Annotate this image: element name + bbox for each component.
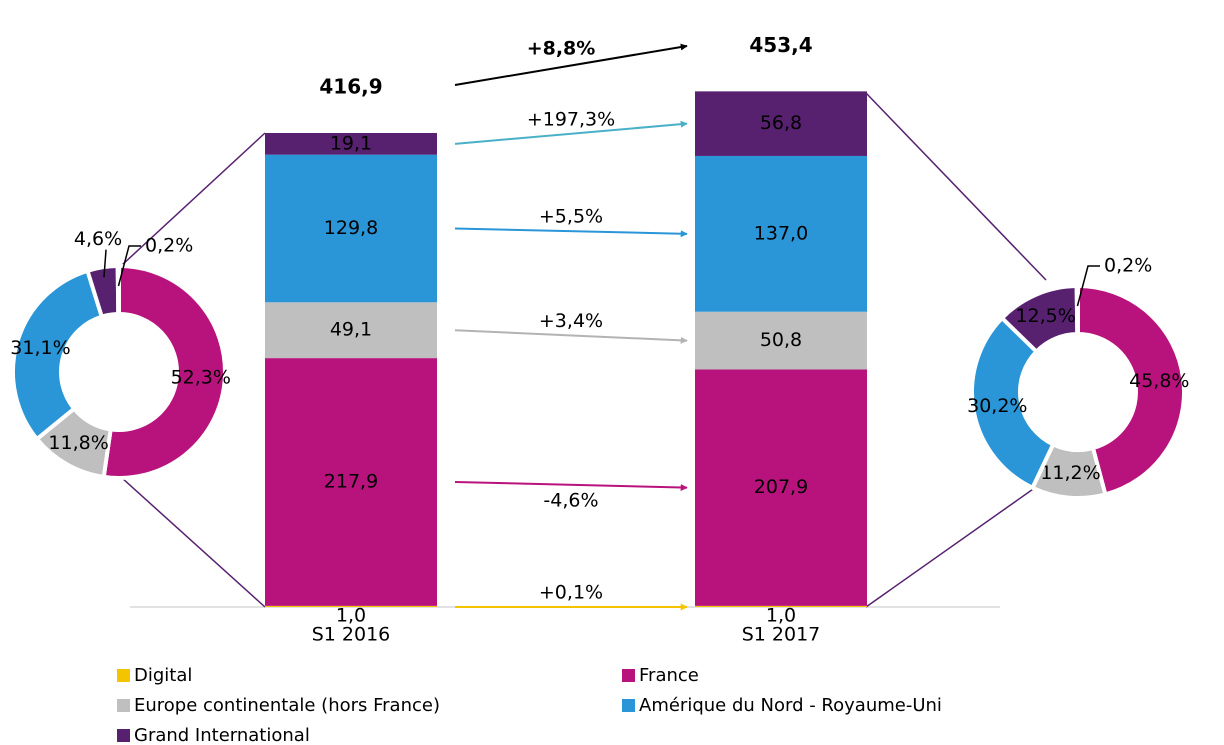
legend-swatch (622, 669, 635, 682)
growth-arrow (454, 480, 688, 492)
growth-label: +5,5% (539, 206, 603, 228)
donut-label: 4,6% (74, 228, 122, 250)
connector (865, 92, 1047, 281)
growth-arrow (454, 120, 688, 145)
leader-line (1076, 265, 1100, 307)
segment-label: 56,8 (760, 112, 802, 134)
growth-arrow (454, 329, 688, 344)
donut-label: 11,2% (1040, 462, 1100, 484)
x-tick-label: S1 2016 (312, 624, 391, 646)
bar-segment (265, 154, 437, 303)
segment-label: 49,1 (330, 319, 372, 341)
connector (121, 477, 266, 608)
x-tick-label: S1 2017 (742, 624, 821, 646)
connector (121, 132, 266, 266)
legend-label: Grand International (134, 725, 310, 745)
donut-slice (1074, 283, 1080, 337)
legend-label: Amérique du Nord - Royaume-Uni (639, 695, 942, 716)
legend-label: Digital (134, 665, 192, 686)
donut-label: 12,5% (1015, 305, 1075, 327)
donut-label: 30,2% (967, 395, 1027, 417)
leader-line (103, 249, 107, 278)
segment-label: 50,8 (760, 329, 802, 351)
bar-segment (695, 155, 867, 312)
growth-arrow (454, 227, 688, 238)
total-label: 453,4 (749, 33, 812, 57)
connector (865, 486, 1037, 608)
legend-label: France (639, 665, 699, 686)
segment-label: 1,0 (336, 605, 366, 627)
donut-label: 0,2% (145, 235, 193, 257)
bar-segment (265, 605, 437, 607)
growth-label: +197,3% (527, 108, 615, 130)
bar-segment (695, 91, 867, 156)
growth-label: +3,4% (539, 310, 603, 332)
segment-label: 129,8 (324, 217, 378, 239)
bar-segment (695, 605, 867, 607)
growth-label: +0,1% (539, 582, 603, 604)
connector-lines (121, 92, 1047, 608)
donut-slice (101, 263, 227, 480)
leader-line (117, 245, 141, 287)
donut-slice (115, 263, 121, 317)
legend-label: Europe continentale (hors France) (134, 695, 440, 716)
donut-label: 11,8% (48, 432, 108, 454)
segment-label: 137,0 (754, 222, 808, 244)
donut-label: 0,2% (1104, 255, 1152, 277)
legend-swatch (117, 669, 130, 682)
segment-label: 217,9 (324, 470, 378, 492)
total-growth-arrow (454, 43, 688, 86)
segment-label: 19,1 (330, 132, 372, 154)
segment-label: 207,9 (754, 476, 808, 498)
bar-segment (265, 132, 437, 155)
bar-segment (695, 311, 867, 370)
legend-swatch (117, 729, 130, 742)
donut-slice (11, 268, 105, 442)
legend-swatch (117, 699, 130, 712)
legend-swatch (622, 699, 635, 712)
donut-slice (1076, 283, 1186, 497)
donut-slice (970, 315, 1056, 491)
bar-segment (695, 369, 867, 606)
growth-label: -4,6% (543, 489, 598, 511)
total-growth-label: +8,8% (527, 38, 596, 60)
donut-label: 31,1% (10, 337, 70, 359)
total-label: 416,9 (319, 74, 382, 98)
bar-segment (265, 358, 437, 606)
donut-label: 52,3% (171, 366, 231, 388)
segment-label: 1,0 (766, 605, 796, 627)
bar-segment (265, 302, 437, 359)
donut-label: 45,8% (1129, 370, 1189, 392)
